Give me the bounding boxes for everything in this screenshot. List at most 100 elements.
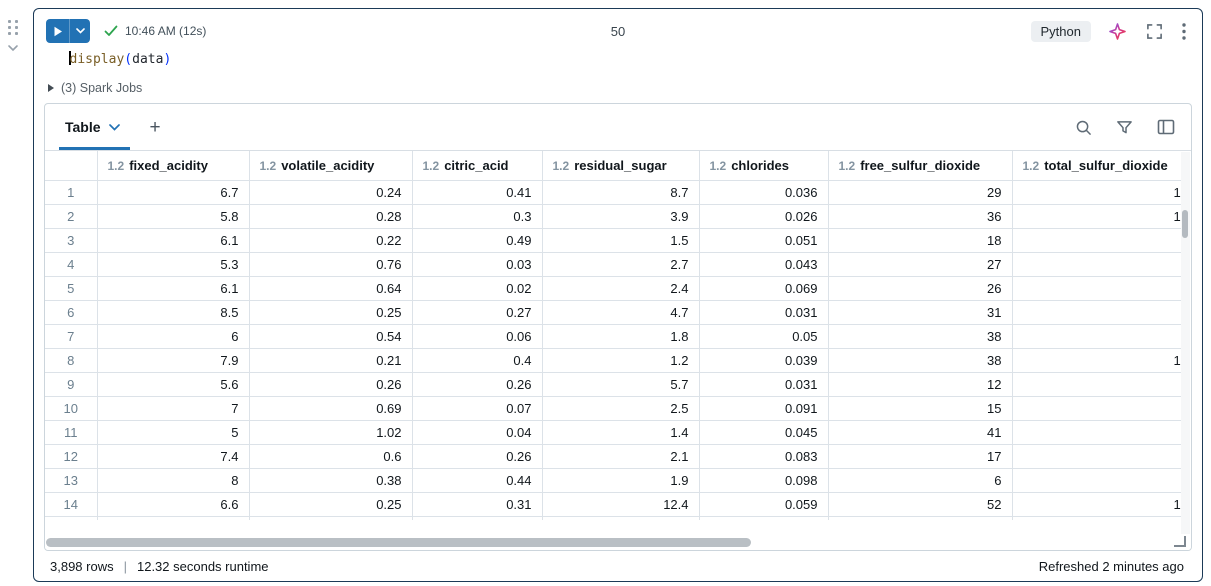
table-cell: 1.5 (542, 228, 700, 253)
collapse-cell-chevron-icon[interactable] (7, 44, 19, 52)
table-row: 127.40.60.262.10.083179 (45, 444, 1182, 469)
table-cell-clipped: 10 (1012, 348, 1182, 373)
row-number: 8 (45, 348, 98, 373)
table-cell-clipped: 8 (1012, 420, 1182, 445)
numeric-type-icon: 1.2 (1022, 158, 1040, 173)
table-cell: 0.38 (249, 468, 413, 493)
table-cell: 0.28 (249, 204, 413, 229)
table-row: 87.90.210.41.20.0393810 (45, 348, 1182, 373)
table-row: 68.50.250.274.70.031319 (45, 300, 1182, 325)
table-cell: 0.41 (412, 180, 543, 205)
table-cell: 0.25 (249, 300, 413, 325)
resize-results-handle[interactable] (1174, 536, 1186, 547)
table-cell: 0.6 (249, 444, 413, 469)
maximize-cell-icon[interactable] (1144, 21, 1165, 42)
table-cell-clipped: 8 (1012, 324, 1182, 349)
table-cell: 0.26 (249, 372, 413, 397)
footer-divider: | (123, 558, 127, 574)
table-cell: 38 (828, 324, 1013, 349)
column-panel-icon[interactable] (1155, 117, 1177, 137)
runtime-label: 12.32 seconds runtime (136, 558, 269, 574)
column-header-citric_acid[interactable]: 1.2 citric_acid (412, 151, 543, 181)
table-cell: 0.051 (699, 228, 829, 253)
column-header-free_sulfur_dioxide[interactable]: 1.2 free_sulfur_dioxide (828, 151, 1013, 181)
code-paren-open: ( (124, 52, 133, 67)
run-options-chevron-icon[interactable] (70, 19, 90, 43)
column-header-volatile_acidity[interactable]: 1.2 volatile_acidity (249, 151, 413, 181)
active-tab-underline (59, 147, 130, 150)
run-status: 10:46 AM (12s) (104, 24, 206, 38)
language-selector[interactable]: Python (1030, 20, 1091, 42)
table-cell: 0.036 (699, 180, 829, 205)
spark-jobs-toggle[interactable]: (3) Spark Jobs (34, 73, 1202, 101)
table-cell-clipped: 9 (1012, 444, 1182, 469)
table-cell-clipped: 8 (1012, 228, 1182, 253)
table-cell: 38 (828, 348, 1013, 373)
table-cell: 0.031 (699, 372, 829, 397)
column-name: free_sulfur_dioxide (860, 157, 981, 173)
row-count-label: 3,898 rows (50, 558, 114, 574)
column-name: fixed_acidity (129, 157, 208, 173)
table-cell: 0.22 (249, 228, 413, 253)
table-cell: 0.026 (699, 204, 829, 229)
results-table: 1.2 fixed_acidity 1.2 volatile_acidity 1.2 ci… (45, 151, 1182, 520)
column-header-residual_sugar[interactable]: 1.2 residual_sugar (542, 151, 700, 181)
horizontal-scrollbar-thumb[interactable] (46, 538, 751, 547)
table-cell: 5.6 (97, 372, 250, 397)
table-cell: 7.4 (97, 444, 250, 469)
row-number: 11 (45, 420, 98, 445)
table-cell: 0.26 (412, 372, 543, 397)
tab-table[interactable]: Table (59, 104, 130, 150)
column-header-chlorides[interactable]: 1.2 chlorides (699, 151, 829, 181)
tab-options-chevron-icon[interactable] (108, 123, 120, 131)
run-cell-button[interactable] (46, 19, 90, 43)
row-number: 4 (45, 252, 98, 277)
refreshed-label: Refreshed 2 minutes ago (1038, 558, 1184, 574)
table-body: 16.70.240.418.70.036291425.80.280.33.90.… (45, 180, 1182, 520)
cell-menu-kebab-icon[interactable] (1180, 21, 1188, 42)
table-cell: 15 (828, 396, 1013, 421)
table-cell: 0.098 (699, 468, 829, 493)
table-cell: 1.9 (542, 468, 700, 493)
code-paren-close: ) (163, 52, 172, 67)
code-editor[interactable]: display(data) (34, 49, 1202, 73)
table-cell: 6.1 (97, 228, 250, 253)
play-icon[interactable] (46, 19, 70, 43)
table-row: 25.80.280.33.90.0263610 (45, 204, 1182, 229)
column-header-total_sulfur_dioxide[interactable]: 1.2 total_sulfur_dioxide (1012, 151, 1182, 181)
column-name: residual_sugar (574, 157, 667, 173)
numeric-type-icon: 1.2 (107, 158, 125, 173)
table-cell: 26 (828, 276, 1013, 301)
table-cell: 8 (97, 468, 250, 493)
column-name: chlorides (731, 157, 789, 173)
table-cell: 0.039 (699, 348, 829, 373)
search-icon[interactable] (1073, 117, 1094, 138)
drag-handle-icon[interactable] (8, 20, 19, 35)
table-cell: 5.7 (542, 372, 700, 397)
table-cell: 0.059 (699, 492, 829, 517)
table-cell-clipped: 9 (1012, 300, 1182, 325)
filter-icon[interactable] (1114, 117, 1135, 138)
row-number-header (45, 151, 98, 181)
assistant-sparkle-icon[interactable] (1106, 20, 1129, 43)
table-cell: 0.21 (249, 348, 413, 373)
table-cell-clipped: 2 (1012, 396, 1182, 421)
column-header-fixed_acidity[interactable]: 1.2 fixed_acidity (97, 151, 250, 181)
add-visualization-button[interactable]: + (144, 116, 167, 139)
text-cursor (69, 51, 71, 65)
notebook-cell: 50 10:46 AM (12s) Python (33, 8, 1203, 582)
table-cell: 41 (828, 420, 1013, 445)
code-argument: data (132, 52, 164, 67)
row-number: 10 (45, 396, 98, 421)
table-cell: 0.02 (412, 276, 543, 301)
table-header-row: 1.2 fixed_acidity 1.2 volatile_acidity 1.2 ci… (45, 151, 1182, 181)
table-cell-clipped: 4 (1012, 276, 1182, 301)
vertical-scrollbar-thumb[interactable] (1181, 210, 1188, 238)
results-tabs-bar: Table + (45, 104, 1191, 151)
table-cell: 6 (828, 468, 1013, 493)
table-cell: 2.1 (542, 444, 700, 469)
table-cell: 4.7 (542, 300, 700, 325)
